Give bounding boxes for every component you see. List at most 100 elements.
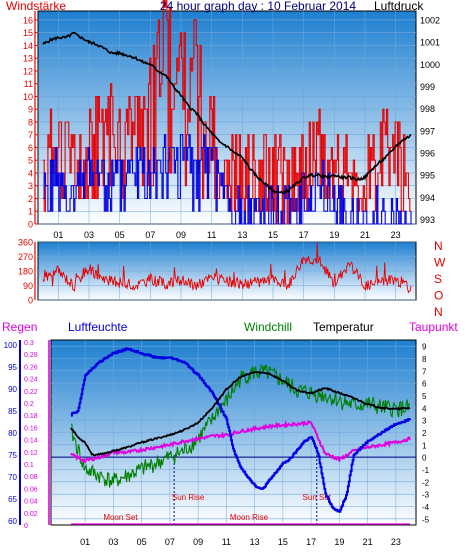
temperature-axis: -5 -4 -3 -2 -1 0 1 2 3 4 5 6 7 8 9 <box>422 343 430 525</box>
pressure-tick-label: 993 <box>420 215 435 225</box>
wind-speed-series <box>43 134 412 225</box>
hour-tick-label: 15 <box>268 230 278 240</box>
pressure-tick-label: 996 <box>420 149 435 159</box>
temperature-tick-label: 0 <box>422 454 427 463</box>
sun-rise-annotation: Sun Rise <box>172 493 205 502</box>
weather-panel-hour-axis: 01 03 05 07 09 11 13 15 17 19 21 23 <box>80 537 401 547</box>
temperature-tick-label: 1 <box>422 441 427 450</box>
weather-hour-tick-label: 21 <box>363 537 373 547</box>
hour-tick-label: 07 <box>145 230 155 240</box>
humidity-tick-label: 75 <box>8 451 17 460</box>
rain-tick-label: 0.16 <box>24 425 38 432</box>
wind-panel-hour-axis: 01 03 05 07 09 11 13 15 17 19 21 23 <box>53 230 400 240</box>
direction-panel-grid <box>38 241 416 301</box>
humidity-tick-label: 65 <box>8 495 17 504</box>
pressure-series <box>42 31 412 196</box>
hour-tick-label: 13 <box>237 230 247 240</box>
temperature-tick-label: 2 <box>422 429 427 438</box>
temperature-tick-label: 3 <box>422 417 427 426</box>
weather-hour-tick-label: 15 <box>278 537 288 547</box>
rain-tick-label: 0 <box>24 523 28 530</box>
weather-hour-tick-label: 23 <box>391 537 401 547</box>
humidity-tick-label: 90 <box>8 385 17 394</box>
humidity-tick-label: 100 <box>4 341 18 350</box>
windchill-label: Windchill <box>244 320 292 334</box>
temperature-tick-label: 8 <box>422 355 427 364</box>
humidity-series <box>70 347 411 513</box>
rain-tick-label: 0.3 <box>24 340 34 347</box>
sun-set-annotation: Sun Set <box>303 493 332 502</box>
rain-tick-label: 0.12 <box>24 450 38 457</box>
humidity-label: Luftfeuchte <box>68 320 128 334</box>
wind-direction-series <box>42 242 412 294</box>
weather-hour-tick-label: 05 <box>137 537 147 547</box>
sun-moon-events: Sun Rise Sun Set Moon Set Moon Rise <box>103 455 332 525</box>
pressure-axis: 993 994 995 996 997 998 999 1000 1001 1002 <box>420 15 440 225</box>
wind-tick-label: 3 <box>28 181 33 191</box>
humidity-tick-label: 70 <box>8 473 17 482</box>
weather-hour-tick-label: 13 <box>250 537 260 547</box>
humidity-tick-label: 60 <box>8 517 17 526</box>
pressure-label: Luftdruck <box>374 0 424 13</box>
temperature-label: Temperatur <box>313 320 374 334</box>
dewpoint-series <box>70 419 411 464</box>
pressure-tick-label: 999 <box>420 82 435 92</box>
wind-tick-label: 2 <box>28 194 33 204</box>
temperature-tick-label: -2 <box>422 478 430 487</box>
wind-tick-label: 8 <box>28 117 33 127</box>
wind-tick-label: 0 <box>28 220 33 230</box>
rain-tick-label: 0.02 <box>24 511 38 518</box>
moon-rise-annotation: Moon Rise <box>230 513 269 522</box>
temperature-series <box>70 371 411 457</box>
weather-hour-tick-label: 11 <box>222 537 231 547</box>
temperature-tick-label: 5 <box>422 392 427 401</box>
wind-tick-label: 9 <box>28 105 33 115</box>
wind-tick-label: 7 <box>28 130 33 140</box>
wind-tick-label: 10 <box>23 92 33 102</box>
hour-tick-label: 09 <box>176 230 186 240</box>
pressure-tick-label: 997 <box>420 126 435 136</box>
rain-tick-label: 0.24 <box>24 377 38 384</box>
pressure-tick-label: 1002 <box>420 15 440 25</box>
gust-series <box>43 0 411 225</box>
weather-hour-tick-label: 17 <box>306 537 316 547</box>
direction-tick-label: 180 <box>18 267 33 277</box>
wind-tick-label: 14 <box>23 41 33 51</box>
wind-tick-label: 5 <box>28 156 33 166</box>
humidity-tick-label: 95 <box>8 363 17 372</box>
hour-tick-label: 05 <box>115 230 125 240</box>
wind-panel-series <box>42 0 412 225</box>
wind-tick-label: 11 <box>24 79 33 89</box>
pressure-tick-label: 998 <box>420 104 435 114</box>
chart-title: 24 hour graph day : 10 Februar 2014 <box>160 0 356 13</box>
temperature-tick-label: 6 <box>422 380 427 389</box>
rain-axis: 0 0.02 0.04 0.06 0.08 0.1 0.12 0.14 0.16 0.18 0.2 0… <box>24 340 50 530</box>
humidity-axis: 60 65 70 75 80 85 90 95 100 <box>4 340 21 526</box>
hour-tick-label: 17 <box>299 230 309 240</box>
pressure-tick-label: 1000 <box>420 60 440 70</box>
pressure-tick-label: 995 <box>420 171 435 181</box>
humidity-tick-label: 85 <box>8 407 17 416</box>
pressure-tick-label: 994 <box>420 193 435 203</box>
compass-label: N <box>434 305 443 319</box>
wind-tick-label: 4 <box>28 168 33 178</box>
temperature-tick-label: -5 <box>422 515 430 524</box>
temperature-tick-label: -4 <box>422 503 430 512</box>
wind-tick-label: 1 <box>28 207 33 217</box>
hour-tick-label: 03 <box>84 230 94 240</box>
direction-degree-axis: 0 90 180 270 360 <box>18 238 36 306</box>
direction-panel-series <box>42 242 412 294</box>
wind-tick-label: 15 <box>23 28 33 38</box>
wind-speed-label: Windstärke <box>6 0 66 13</box>
compass-label: S <box>434 272 442 286</box>
windchill-series <box>70 363 411 488</box>
weather-hour-tick-label: 01 <box>80 537 90 547</box>
rain-tick-label: 0.22 <box>24 389 38 396</box>
rain-tick-label: 0.14 <box>24 438 38 445</box>
compass-label: O <box>434 289 443 303</box>
hour-tick-label: 23 <box>391 230 401 240</box>
pressure-tick-label: 1001 <box>420 38 440 48</box>
rain-tick-label: 0.06 <box>24 486 38 493</box>
